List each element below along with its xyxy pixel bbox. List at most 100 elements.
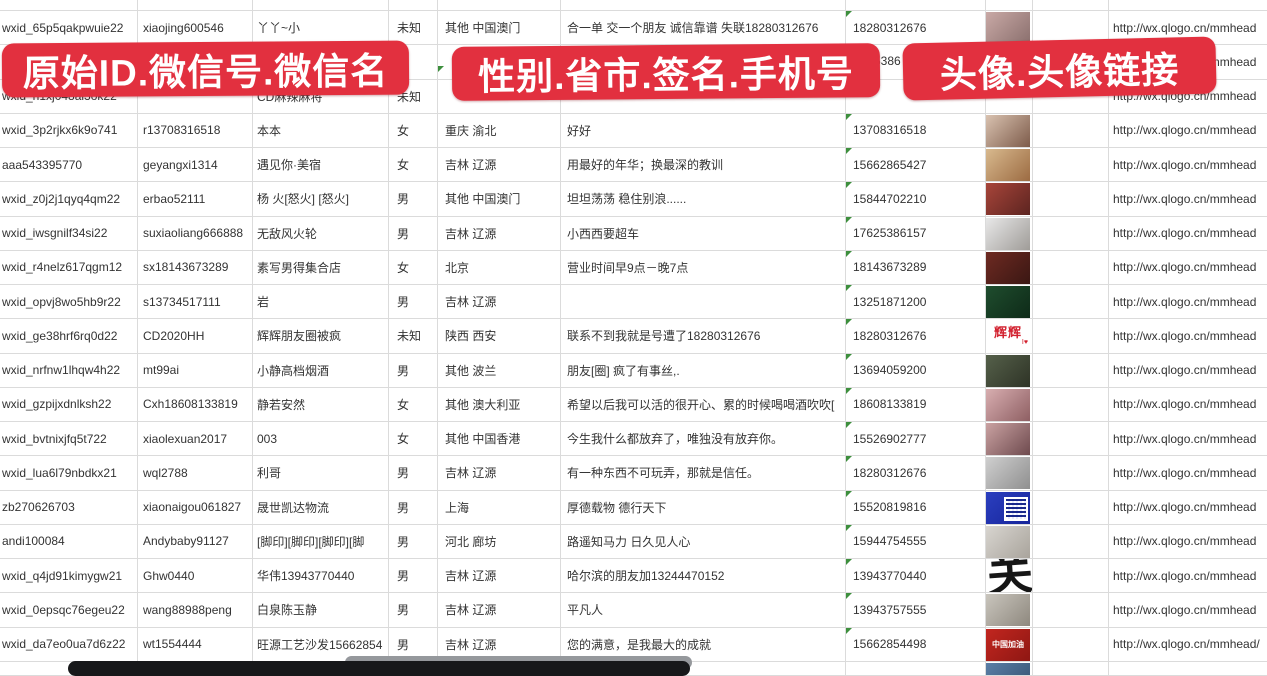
- cell-wechat-id[interactable]: Cxh18608133819: [138, 387, 253, 421]
- cell-wechat-id[interactable]: s13734517111: [138, 285, 253, 319]
- cell-wechat-name[interactable]: [253, 0, 389, 10]
- cell-wechat-id[interactable]: xiaolexuan2017: [138, 422, 253, 456]
- cell-wechat-name[interactable]: 静若安然: [253, 387, 389, 421]
- cell-empty[interactable]: [1033, 182, 1109, 216]
- cell-avatar[interactable]: [986, 387, 1033, 421]
- cell-avatar[interactable]: [986, 353, 1033, 387]
- cell-phone[interactable]: 15844702210: [846, 182, 986, 216]
- cell-avatar-url[interactable]: http://wx.qlogo.cn/mmhead: [1113, 328, 1257, 343]
- cell-region[interactable]: 陕西 西安: [438, 319, 561, 353]
- cell-avatar[interactable]: [986, 148, 1033, 182]
- cell-phone[interactable]: 13943770440: [846, 559, 986, 593]
- cell-empty[interactable]: [1033, 113, 1109, 147]
- cell-wechat-name[interactable]: 无敌风火轮: [253, 216, 389, 250]
- cell-gender[interactable]: 男: [389, 490, 438, 524]
- cell-avatar-url[interactable]: http://wx.qlogo.cn/mmhead: [1113, 602, 1257, 617]
- cell-wxid[interactable]: wxid_65p5qakpwuie22: [0, 11, 138, 45]
- cell-avatar[interactable]: [986, 456, 1033, 490]
- cell-wxid[interactable]: wxid_0epsqc76egeu22: [0, 593, 138, 627]
- cell-phone[interactable]: [846, 661, 986, 675]
- cell-empty[interactable]: [1033, 387, 1109, 421]
- cell-region[interactable]: 其他 中国澳门: [438, 182, 561, 216]
- cell-wxid[interactable]: wxid_q4jd91kimygw21: [0, 559, 138, 593]
- cell-empty[interactable]: [1033, 319, 1109, 353]
- cell-region[interactable]: 北京: [438, 250, 561, 284]
- cell-wechat-name[interactable]: 遇见你·美宿: [253, 148, 389, 182]
- cell-region[interactable]: 上海: [438, 490, 561, 524]
- cell-wechat-id[interactable]: r13708316518: [138, 113, 253, 147]
- cell-wechat-id[interactable]: Andybaby91127: [138, 524, 253, 558]
- cell-avatar-url[interactable]: http://wx.qlogo.cn/mmhead: [1113, 568, 1257, 583]
- cell-avatar-url[interactable]: http://wx.qlogo.cn/mmhead: [1113, 534, 1257, 549]
- cell-gender[interactable]: 男: [389, 353, 438, 387]
- cell-gender[interactable]: 男: [389, 456, 438, 490]
- cell-phone[interactable]: 15662865427: [846, 148, 986, 182]
- cell-signature[interactable]: [561, 0, 846, 10]
- cell-gender[interactable]: [389, 0, 438, 10]
- cell-gender[interactable]: 男: [389, 559, 438, 593]
- cell-avatar-url[interactable]: [1109, 0, 1267, 10]
- cell-gender[interactable]: [389, 45, 438, 79]
- cell-gender[interactable]: 男: [389, 524, 438, 558]
- cell-signature[interactable]: 联系不到我就是号遭了18280312676: [561, 319, 846, 353]
- cell-wechat-name[interactable]: 杨 火[怒火] [怒火]: [253, 182, 389, 216]
- cell-signature[interactable]: 营业时间早9点－晚7点: [561, 250, 846, 284]
- cell-wxid[interactable]: wxid_r4nelz617qgm12: [0, 250, 138, 284]
- cell-wechat-name[interactable]: 小静高档烟酒: [253, 353, 389, 387]
- cell-signature[interactable]: 您的满意，是我最大的成就: [561, 627, 846, 661]
- cell-avatar[interactable]: [986, 593, 1033, 627]
- cell-avatar-url[interactable]: http://wx.qlogo.cn/mmhead: [1113, 465, 1257, 480]
- cell-wechat-name[interactable]: 丫丫~小: [253, 11, 389, 45]
- cell-avatar[interactable]: [986, 490, 1033, 524]
- cell-phone[interactable]: 18280312676: [846, 319, 986, 353]
- cell-wechat-name[interactable]: 本本: [253, 113, 389, 147]
- cell-region[interactable]: 其他 中国香港: [438, 422, 561, 456]
- cell-wechat-id[interactable]: [138, 79, 253, 113]
- cell-wxid[interactable]: zb270626703: [0, 490, 138, 524]
- cell-signature[interactable]: 坦坦荡荡 稳住别浪......: [561, 182, 846, 216]
- cell-phone[interactable]: 18608133819: [846, 387, 986, 421]
- cell-region[interactable]: 吉林 辽源: [438, 456, 561, 490]
- cell-wechat-id[interactable]: sx18143673289: [138, 250, 253, 284]
- cell-empty[interactable]: [1033, 490, 1109, 524]
- cell-signature[interactable]: 有一种东西不可玩弄，那就是信任。: [561, 456, 846, 490]
- cell-empty[interactable]: [1033, 456, 1109, 490]
- cell-avatar-url[interactable]: http://wx.qlogo.cn/mmhead: [1113, 20, 1257, 35]
- cell-wechat-name[interactable]: 华伟13943770440: [253, 559, 389, 593]
- cell-avatar-url[interactable]: http://wx.qlogo.cn/mmhead: [1113, 500, 1257, 515]
- cell-wxid[interactable]: wxid_opvj8wo5hb9r22: [0, 285, 138, 319]
- cell-wechat-id[interactable]: CD2020HH: [138, 319, 253, 353]
- cell-avatar[interactable]: [986, 0, 1033, 10]
- cell-empty[interactable]: [1033, 216, 1109, 250]
- cell-region[interactable]: 其他 中国澳门: [438, 11, 561, 45]
- cell-avatar[interactable]: 中国加油: [986, 627, 1033, 661]
- cell-region[interactable]: 其他 澳大利亚: [438, 387, 561, 421]
- horizontal-scrollbar-track[interactable]: [68, 661, 690, 676]
- cell-wxid[interactable]: andi100084: [0, 524, 138, 558]
- cell-wxid[interactable]: wxid_da7eo0ua7d6z22: [0, 627, 138, 661]
- cell-wxid[interactable]: wxid_lua6l79nbdkx21: [0, 456, 138, 490]
- cell-wxid[interactable]: [0, 0, 138, 10]
- cell-avatar[interactable]: [986, 524, 1033, 558]
- cell-signature[interactable]: 朋友[圈] 疯了有事丝,.: [561, 353, 846, 387]
- cell-wxid[interactable]: wxid_nrfnw1lhqw4h22: [0, 353, 138, 387]
- cell-phone[interactable]: 17625386157: [846, 216, 986, 250]
- cell-wechat-id[interactable]: xiaonaigou061827: [138, 490, 253, 524]
- cell-phone[interactable]: 18143673289: [846, 250, 986, 284]
- cell-signature[interactable]: 厚德载物 德行天下: [561, 490, 846, 524]
- cell-avatar-url[interactable]: http://wx.qlogo.cn/mmhead: [1113, 294, 1257, 309]
- cell-phone[interactable]: 13251871200: [846, 285, 986, 319]
- cell-signature[interactable]: 合一单 交一个朋友 诚信靠谱 失联18280312676: [561, 11, 846, 45]
- cell-wechat-name[interactable]: [脚印][脚印][脚印][脚: [253, 524, 389, 558]
- cell-region[interactable]: 吉林 辽源: [438, 285, 561, 319]
- cell-region[interactable]: 重庆 渝北: [438, 113, 561, 147]
- cell-avatar-url[interactable]: http://wx.qlogo.cn/mmhead: [1113, 226, 1257, 241]
- cell-wechat-name[interactable]: 旺源工艺沙发15662854: [253, 627, 389, 661]
- cell-empty[interactable]: [1033, 250, 1109, 284]
- cell-wechat-name[interactable]: 利哥: [253, 456, 389, 490]
- cell-phone[interactable]: [846, 0, 986, 10]
- cell-wechat-id[interactable]: mt99ai: [138, 353, 253, 387]
- cell-phone[interactable]: 18280312676: [846, 11, 986, 45]
- cell-avatar-url[interactable]: http://wx.qlogo.cn/mmhead/: [1113, 637, 1260, 652]
- cell-empty[interactable]: [1033, 422, 1109, 456]
